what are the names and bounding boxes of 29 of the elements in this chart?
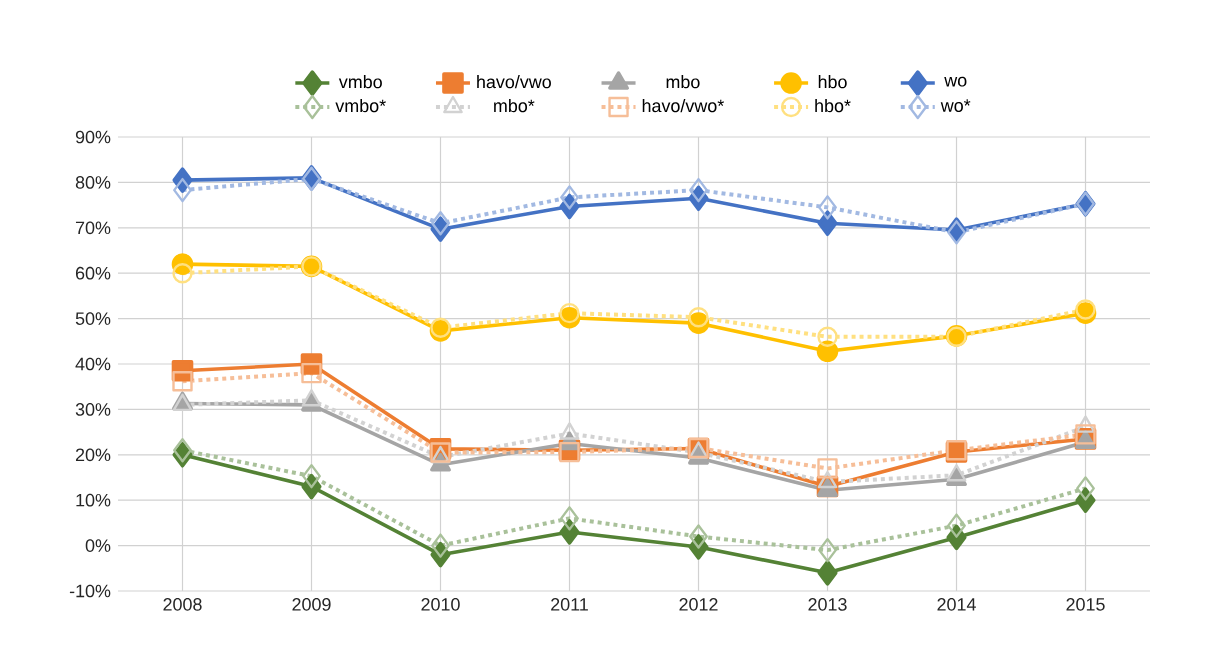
legend-label: hbo: [818, 75, 847, 89]
legend-label: vmbo: [338, 75, 382, 89]
y-tick-label: 50%: [75, 312, 111, 325]
x-tick-label: 2012: [679, 598, 718, 611]
x-tick-label: 2008: [163, 598, 202, 611]
x-tick-label: 2015: [1066, 598, 1105, 611]
x-tick-label: 2009: [292, 598, 331, 611]
y-tick-label: 10%: [76, 493, 111, 507]
y-tick-label: 90%: [75, 130, 111, 144]
y-tick-label: 30%: [75, 403, 111, 416]
x-tick-label: 2013: [808, 598, 847, 611]
legend-label: wo*: [940, 99, 971, 112]
y-tick-label: 40%: [75, 357, 111, 371]
legend-label: wo: [944, 76, 967, 87]
legend-label: havo/vwo: [477, 75, 551, 89]
legend-label: vmbo*: [335, 99, 386, 113]
y-tick-label: 70%: [75, 221, 111, 235]
y-tick-label: 20%: [75, 448, 111, 462]
legend-label: hbo*: [815, 99, 851, 113]
legend-label: mbo*: [494, 99, 535, 113]
legend-label: havo/vwo*: [642, 99, 724, 113]
y-tick-label: 80%: [75, 176, 111, 189]
legend-label: mbo: [666, 75, 700, 89]
y-tick-label: -10%: [69, 584, 111, 598]
x-tick-label: 2011: [551, 598, 588, 611]
y-tick-label: 0%: [85, 539, 111, 552]
x-tick-label: 2014: [937, 598, 976, 611]
y-tick-label: 60%: [75, 266, 111, 280]
x-tick-label: 2010: [421, 598, 460, 611]
